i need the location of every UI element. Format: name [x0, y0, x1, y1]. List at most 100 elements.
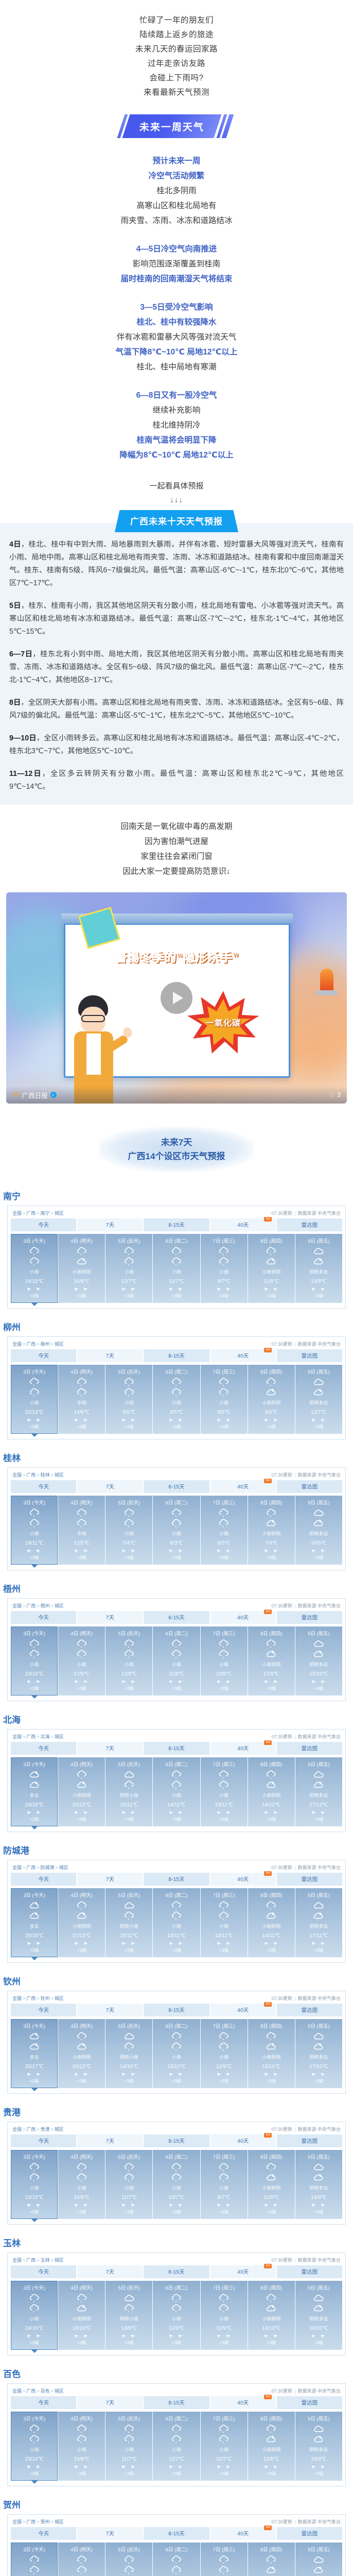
forecast-day-column[interactable]: 4日 (明天) 小雨转阴 20/12℃ <3级	[58, 2019, 105, 2088]
breadcrumb-national[interactable]: 全国	[12, 1603, 22, 1608]
forecast-tab-1[interactable]: 7天	[77, 2265, 143, 2278]
forecast-tab-0[interactable]: 今天	[11, 1742, 77, 1755]
breadcrumb-district[interactable]: 城区	[54, 1734, 64, 1739]
forecast-tab-3[interactable]: 40天 hot	[210, 2264, 276, 2278]
forecast-tab-2[interactable]: 8-15天	[144, 1218, 209, 1231]
forecast-tab-3[interactable]: 40天 hot	[210, 1740, 276, 1755]
forecast-tab-4[interactable]: 雷达图	[276, 1873, 343, 1886]
forecast-day-column[interactable]: 4日 (明天) 小雨转阴 20/13℃ <3级	[58, 1757, 105, 1826]
forecast-tab-2[interactable]: 8-15天	[144, 1611, 209, 1624]
breadcrumb-district[interactable]: 城区	[54, 1603, 64, 1608]
forecast-tab-1[interactable]: 7天	[77, 1349, 143, 1362]
breadcrumb-province[interactable]: 广西	[26, 1865, 36, 1870]
breadcrumb-district[interactable]: 城区	[54, 2519, 64, 2524]
forecast-day-column[interactable]: 6日 (周二) 小雨 12/9℃ <3级	[153, 2281, 200, 2350]
forecast-tab-0[interactable]: 今天	[11, 1218, 77, 1231]
forecast-day-column[interactable]: 8日 (周四) 小雨转阴 11/8℃ <3级	[248, 1234, 295, 1303]
forecast-day-column[interactable]: 5日 (后天)小雨8/5℃<3级	[105, 2543, 153, 2576]
forecast-day-column[interactable]: 7日 (周三) 小雨 12/9℃ <3级	[200, 2019, 248, 2088]
forecast-tab-0[interactable]: 今天	[11, 2265, 77, 2278]
forecast-tab-4[interactable]: 雷达图	[276, 2527, 343, 2540]
forecast-day-column[interactable]: 6日 (周二)小雨7/4℃<3级	[153, 2543, 200, 2576]
forecast-tab-0[interactable]: 今天	[11, 1611, 77, 1624]
breadcrumb-city[interactable]: 百色	[40, 2388, 50, 2394]
forecast-day-column[interactable]: 5日 (后天) 阴转小雨 14/10℃ <3级	[105, 2019, 153, 2088]
forecast-day-column[interactable]: 6日 (周二) 小雨 13/10℃ <3级	[153, 2019, 200, 2088]
forecast-day-column[interactable]: 4日 (明天) 小雨 17/9℃ <3级	[58, 1626, 105, 1696]
breadcrumb-national[interactable]: 全国	[12, 2388, 22, 2394]
forecast-tab-3[interactable]: 40天 hot	[210, 2002, 276, 2016]
forecast-day-column[interactable]: 8日 (周四) 小雨转阴 14/12℃ <3级	[248, 1757, 295, 1826]
forecast-tab-3[interactable]: 40天 hot	[210, 2133, 276, 2147]
forecast-tab-3[interactable]: 40天 hot	[210, 1348, 276, 1362]
breadcrumb-city[interactable]: 钦州	[40, 1996, 50, 2001]
forecast-day-column[interactable]: 3日 (今天) 小雨 23/15℃ <3级	[11, 1626, 58, 1696]
forecast-tab-1[interactable]: 7天	[77, 2527, 143, 2540]
forecast-tab-2[interactable]: 8-15天	[144, 1742, 209, 1755]
breadcrumb-province[interactable]: 广西	[26, 1996, 36, 2001]
breadcrumb-province[interactable]: 广西	[26, 1472, 36, 1478]
forecast-day-column[interactable]: 4日 (明天) 中雨 14/6℃ <3级	[58, 1365, 105, 1434]
breadcrumb-national[interactable]: 全国	[12, 1996, 22, 2001]
forecast-day-column[interactable]: 7日 (周三) 小雨 10/8℃ <3级	[200, 1626, 248, 1696]
heart-icon[interactable]: ♡	[329, 1091, 336, 1099]
forecast-tab-4[interactable]: 雷达图	[276, 1742, 343, 1755]
forecast-day-column[interactable]: 4日 (明天) 小雨转阴 16/8℃ <3级	[58, 1234, 105, 1303]
forecast-tab-1[interactable]: 7天	[77, 1873, 143, 1886]
forecast-tab-4[interactable]: 雷达图	[276, 2134, 343, 2147]
forecast-day-column[interactable]: 4日 (明天) 小雨 15/8℃ <3级	[58, 2412, 105, 2481]
forecast-day-column[interactable]: 5日 (后天) 小雨 12/8℃ <3级	[105, 1626, 153, 1696]
forecast-day-column[interactable]: 5日 (后天) 小雨 7/4℃ <3级	[105, 1496, 153, 1565]
video-card[interactable]: 警惕冬季的“隐形杀手” 一氧化碳 𝕄	[6, 892, 347, 1104]
forecast-day-column[interactable]: 4日 (明天)中雨13/6℃<3级	[58, 2543, 105, 2576]
forecast-day-column[interactable]: 3日 (今天) 多云 25/18℃ <3级	[11, 1888, 58, 1957]
forecast-day-column[interactable]: 8日 (周四) 小雨转阴 9/6℃ <3级	[248, 1365, 295, 1434]
forecast-tab-4[interactable]: 雷达图	[276, 1218, 343, 1231]
breadcrumb-national[interactable]: 全国	[12, 1865, 22, 1870]
breadcrumb-city[interactable]: 防城港	[40, 1865, 55, 1870]
forecast-day-column[interactable]: 7日 (周三) 小雨 13/11℃ <3级	[200, 1888, 248, 1957]
forecast-day-column[interactable]: 3日 (今天) 小雨 24/16℃ <3级	[11, 2281, 58, 2350]
forecast-day-column[interactable]: 7日 (周三) 小雨 11/9℃ <3级	[200, 2281, 248, 2350]
forecast-day-column[interactable]: 5日 (后天) 阴转小雨 15/11℃ <3级	[105, 1757, 153, 1826]
forecast-tab-4[interactable]: 雷达图	[276, 2265, 343, 2278]
forecast-day-column[interactable]: 3日 (今天) 小雨 24/15℃ <3级	[11, 1234, 58, 1303]
forecast-tab-3[interactable]: 40天 hot	[210, 1609, 276, 1624]
forecast-tab-2[interactable]: 8-15天	[144, 1480, 209, 1493]
forecast-tab-0[interactable]: 今天	[11, 1349, 77, 1362]
forecast-tab-0[interactable]: 今天	[11, 2004, 77, 2016]
forecast-day-column[interactable]: 5日 (后天) 小雨 12/7℃ <3级	[105, 1234, 153, 1303]
forecast-tab-3[interactable]: 40天 hot	[210, 2395, 276, 2409]
forecast-day-column[interactable]: 5日 (后天) 小雨 9/5℃ <3级	[105, 1365, 153, 1434]
play-button[interactable]	[161, 982, 192, 1014]
forecast-day-column[interactable]: 6日 (周二) 小雨 14/11℃ <3级	[153, 1757, 200, 1826]
forecast-tab-0[interactable]: 今天	[11, 2396, 77, 2409]
breadcrumb-province[interactable]: 广西	[26, 1211, 36, 1216]
breadcrumb-district[interactable]: 城区	[54, 1211, 64, 1216]
forecast-day-column[interactable]: 5日 (后天) 阴转小雨 15/11℃ <3级	[105, 1888, 153, 1957]
forecast-day-column[interactable]: 7日 (周三) 小雨 13/11℃ <3级	[200, 1757, 248, 1826]
forecast-day-column[interactable]: 5日 (后天) 阴转小雨 13/9℃ <3级	[105, 2281, 153, 2350]
breadcrumb-district[interactable]: 城区	[54, 2388, 64, 2394]
forecast-day-column[interactable]: 9日 (周五) 阴转多云 13/9℃ <3级	[295, 1234, 342, 1303]
forecast-day-column[interactable]: 3日 (今天) 多云 24/18℃ <3级	[11, 1757, 58, 1826]
forecast-day-column[interactable]: 4日 (明天) 小雨 16/8℃ <3级	[58, 2150, 105, 2219]
forecast-tab-0[interactable]: 今天	[11, 1480, 77, 1493]
breadcrumb-city[interactable]: 梧州	[40, 1603, 50, 1608]
breadcrumb-district[interactable]: 城区	[54, 1996, 64, 2001]
forecast-tab-1[interactable]: 7天	[77, 1611, 143, 1624]
forecast-day-column[interactable]: 6日 (周二) 小雨 11/7℃ <3级	[153, 2412, 200, 2481]
forecast-day-column[interactable]: 9日 (周五) 阴转多云 14/9℃ <3级	[295, 2150, 342, 2219]
breadcrumb-city[interactable]: 北海	[40, 1734, 50, 1739]
forecast-day-column[interactable]: 3日 (今天) 小雨 22/13℃ <3级	[11, 1365, 58, 1434]
forecast-day-column[interactable]: 7日 (周三) 小雨 10/7℃ <3级	[200, 2412, 248, 2481]
forecast-tab-2[interactable]: 8-15天	[144, 2134, 209, 2147]
breadcrumb-city[interactable]: 桂林	[40, 1472, 50, 1478]
forecast-day-column[interactable]: 9日 (周五) 阴转多云 15/10℃ <3级	[295, 1626, 342, 1696]
forecast-tab-3[interactable]: 40天 hot	[210, 1871, 276, 1886]
forecast-day-column[interactable]: 8日 (周四) 小雨转阴 12/8℃ <3级	[248, 2412, 295, 2481]
breadcrumb-district[interactable]: 城区	[54, 2258, 64, 2263]
forecast-tab-3[interactable]: 40天 hot	[210, 1217, 276, 1231]
forecast-tab-1[interactable]: 7天	[77, 2134, 143, 2147]
breadcrumb-national[interactable]: 全国	[12, 1211, 22, 1216]
